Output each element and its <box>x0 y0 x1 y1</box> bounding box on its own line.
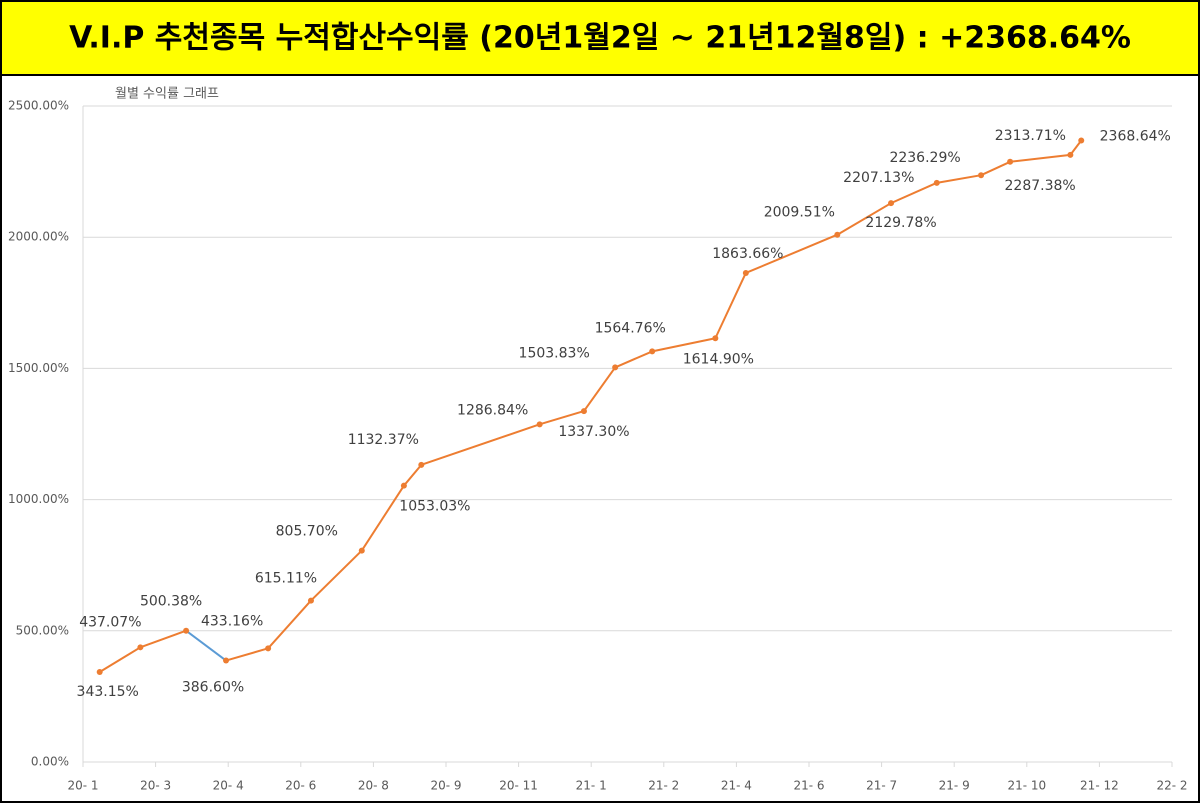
y-tick-label: 500.00% <box>16 623 69 637</box>
data-point <box>712 335 719 342</box>
data-point <box>742 269 749 276</box>
data-label: 2129.78% <box>865 215 936 231</box>
data-point <box>418 461 425 468</box>
x-tick-label: 22- 2 <box>1156 779 1187 793</box>
line-segment <box>420 423 540 466</box>
data-point <box>183 627 190 634</box>
x-tick-label: 20- 8 <box>358 779 389 793</box>
data-point <box>536 421 543 428</box>
data-point <box>834 231 841 238</box>
line-segment <box>403 464 423 487</box>
y-tick-label: 0.00% <box>31 755 69 769</box>
line-segment <box>614 350 653 369</box>
data-label: 437.07% <box>79 614 141 630</box>
x-tick-label: 20- 4 <box>213 779 244 793</box>
line-segment <box>99 646 141 673</box>
line-segment <box>1009 153 1071 163</box>
data-point <box>96 668 103 675</box>
data-label: 805.70% <box>276 524 338 540</box>
line-segment <box>267 599 312 650</box>
x-tick-label: 20- 1 <box>67 779 98 793</box>
x-tick-label: 21- 7 <box>866 779 897 793</box>
line-segment <box>745 233 838 274</box>
line-segment <box>539 410 585 426</box>
data-label: 386.60% <box>182 680 244 696</box>
line-segment <box>225 647 269 662</box>
line-segment <box>980 160 1011 177</box>
data-point <box>933 179 940 186</box>
data-point <box>400 482 407 489</box>
data-label: 1863.66% <box>712 246 783 262</box>
y-tick-label: 1000.00% <box>8 492 69 506</box>
y-tick-label: 2500.00% <box>8 99 69 113</box>
data-point <box>649 348 656 355</box>
chart-title: V.I.P 추천종목 누적합산수익률 (20년1월2일 ~ 21년12월8일) … <box>69 21 1131 56</box>
line-segment <box>651 337 716 353</box>
line-segment <box>714 272 747 339</box>
title-banner <box>0 0 1200 76</box>
line-segment <box>890 181 938 205</box>
x-tick-label: 21- 10 <box>1007 779 1046 793</box>
x-tick-label: 20- 6 <box>285 779 316 793</box>
data-point <box>580 408 587 415</box>
line-segment <box>185 629 227 662</box>
data-label: 2236.29% <box>889 150 960 166</box>
data-label: 2368.64% <box>1100 128 1171 144</box>
x-tick-label: 21- 6 <box>793 779 824 793</box>
x-tick-label: 21- 12 <box>1080 779 1119 793</box>
line-segment <box>360 485 405 552</box>
x-tick-label: 20- 9 <box>430 779 461 793</box>
line-segment <box>310 549 363 602</box>
data-point <box>1078 137 1085 144</box>
line-segment <box>936 174 982 184</box>
data-label: 1614.90% <box>683 351 754 367</box>
data-point <box>888 200 895 207</box>
data-label: 2009.51% <box>764 205 835 221</box>
data-label: 2207.13% <box>843 170 914 186</box>
data-point <box>358 547 365 554</box>
x-tick-label: 20- 3 <box>140 779 171 793</box>
data-point <box>307 597 314 604</box>
data-label: 500.38% <box>140 594 202 610</box>
data-point <box>1007 158 1014 165</box>
data-label: 1503.83% <box>519 345 590 361</box>
line-segment <box>140 629 187 649</box>
x-tick-label: 21- 1 <box>576 779 607 793</box>
data-label: 1132.37% <box>348 432 419 448</box>
x-tick-label: 20- 11 <box>499 779 538 793</box>
data-label: 2287.38% <box>1005 178 1076 194</box>
x-tick-label: 21- 2 <box>648 779 679 793</box>
chart-subtitle: 월별 수익률 그래프 <box>115 87 219 102</box>
data-label: 2313.71% <box>995 128 1066 144</box>
data-label: 1337.30% <box>558 424 629 440</box>
x-tick-label: 21- 4 <box>721 779 752 793</box>
data-point <box>137 644 144 651</box>
data-label: 1286.84% <box>457 402 528 418</box>
data-point <box>978 172 985 179</box>
line-segment <box>836 202 892 236</box>
data-label: 615.11% <box>255 571 317 587</box>
data-label: 343.15% <box>77 684 139 700</box>
data-label: 1053.03% <box>399 499 470 515</box>
data-label: 1564.76% <box>595 320 666 336</box>
line-segment <box>1069 139 1083 156</box>
y-tick-label: 1500.00% <box>8 361 69 375</box>
data-point <box>1067 151 1074 158</box>
y-tick-label: 2000.00% <box>8 230 69 244</box>
data-point <box>612 364 619 371</box>
line-segment <box>583 366 616 412</box>
data-point <box>223 657 230 664</box>
data-point <box>265 645 272 652</box>
data-label: 433.16% <box>201 613 263 629</box>
x-tick-label: 21- 9 <box>939 779 970 793</box>
